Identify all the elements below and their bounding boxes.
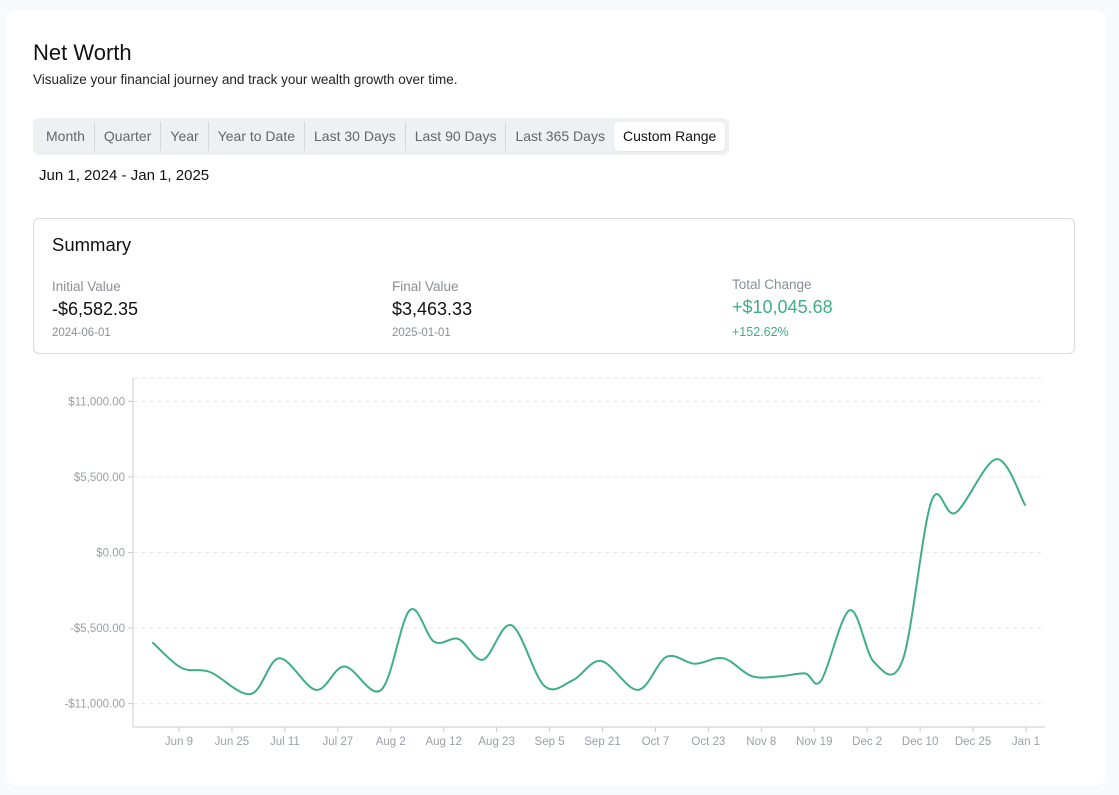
tab-year[interactable]: Year [160, 122, 207, 151]
total-change-label: Total Change [732, 277, 812, 292]
initial-date: 2024-06-01 [52, 327, 111, 339]
x-tick-label: Dec 2 [852, 736, 882, 748]
x-tick-label: Nov 8 [746, 736, 776, 748]
tab-last-365-days[interactable]: Last 365 Days [505, 122, 614, 151]
final-value-metric: Final Value $3,463.33 2025-01-01 [392, 279, 472, 339]
tab-month[interactable]: Month [46, 128, 85, 144]
x-tick-label: Dec 25 [955, 736, 991, 748]
total-change-value: +$10,045.68 [732, 297, 833, 317]
initial-value-metric: Initial Value -$6,582.35 2024-06-01 [52, 279, 138, 339]
y-tick-label: $5,500.00 [74, 472, 125, 484]
x-tick-label: Jun 9 [165, 736, 193, 748]
date-range-label[interactable]: Jun 1, 2024 - Jan 1, 2025 [39, 167, 210, 184]
tab-quarter[interactable]: Quarter [93, 122, 160, 151]
y-tick-label: -$5,500.00 [70, 623, 125, 635]
y-tick-label: $11,000.00 [68, 396, 125, 408]
x-tick-label: Oct 7 [642, 736, 669, 748]
final-date: 2025-01-01 [392, 327, 451, 339]
summary-title: Summary [52, 234, 132, 255]
total-change-percent: +152.62% [732, 325, 789, 339]
net-worth-card: Net Worth Visualize your financial journ… [6, 10, 1106, 785]
initial-value: -$6,582.35 [52, 299, 139, 319]
x-tick-label: Jun 25 [215, 736, 250, 748]
final-value: $3,463.33 [392, 299, 473, 319]
x-tick-label: Jul 27 [322, 736, 353, 748]
tab-year-to-date[interactable]: Year to Date [207, 122, 304, 151]
page-title: Net Worth [33, 40, 132, 65]
x-tick-label: Sep 21 [584, 736, 620, 748]
y-tick-label: -$11,000.00 [64, 699, 125, 711]
tab-last-30-days[interactable]: Last 30 Days [304, 122, 405, 151]
x-tick-label: Aug 2 [376, 736, 406, 748]
x-tick-label: Nov 19 [796, 736, 832, 748]
tab-custom-range[interactable]: Custom Range [613, 122, 726, 151]
x-tick-label: Aug 23 [478, 736, 514, 748]
y-tick-label: $0.00 [96, 548, 125, 560]
x-tick-label: Sep 5 [535, 736, 565, 748]
x-tick-label: Jan 1 [1012, 736, 1040, 748]
x-tick-label: Aug 12 [425, 736, 461, 748]
total-change-metric: Total Change +$10,045.68 +152.62% [732, 277, 833, 339]
page-subtitle: Visualize your financial journey and tra… [33, 72, 458, 87]
x-tick-label: Dec 10 [902, 736, 938, 748]
final-value-label: Final Value [392, 279, 459, 294]
tab-last-90-days[interactable]: Last 90 Days [404, 122, 506, 151]
range-tabs: Month Quarter Year Year to Date Last 30 … [33, 118, 730, 155]
net-worth-line [152, 458, 1026, 696]
initial-value-label: Initial Value [52, 279, 121, 294]
x-tick-label: Oct 23 [691, 736, 725, 748]
summary-panel: Summary Initial Value -$6,582.35 2024-06… [33, 218, 1075, 354]
x-tick-label: Jul 11 [270, 736, 300, 748]
